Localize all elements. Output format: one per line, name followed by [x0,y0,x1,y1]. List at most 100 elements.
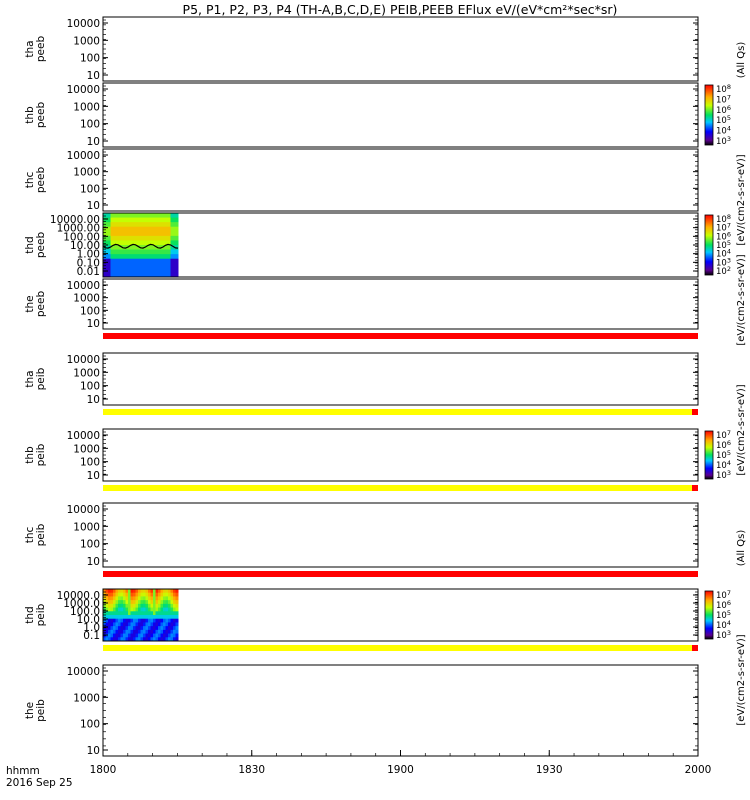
heatmap-cell [115,235,119,241]
heatmap-cell [170,226,174,232]
heatmap-cell [155,626,159,631]
y-tick-label: 10000 [67,430,100,442]
heatmap-cell [153,263,156,269]
heatmap-cell [118,615,121,620]
heatmap-cell [168,607,171,612]
heatmap-cell [168,637,171,642]
heatmap-cell [140,611,144,616]
heatmap-cell [170,254,174,260]
heatmap-cell [145,254,149,260]
heatmap-cell [158,254,161,260]
heatmap-cell [143,217,146,223]
svg-text:(All Qs): (All Qs) [736,42,747,79]
heatmap-cell [175,607,179,612]
heatmap-cell [110,258,114,264]
heatmap-cell [110,213,114,219]
heatmap-cell [160,267,164,273]
heatmap-cell [143,633,146,638]
heatmap-cell [135,626,139,631]
heatmap-cell [113,611,116,616]
heatmap-cell [160,258,164,264]
heatmap-cell [103,231,106,237]
heatmap-cell [138,254,141,260]
heatmap-cell [138,626,141,631]
y-tick-label: 0.10 [77,257,100,269]
heatmap-cell [103,611,106,616]
heatmap-cell [173,618,176,623]
heatmap-cell [105,607,109,612]
heatmap-cell [150,618,154,623]
heatmap-cell [113,626,116,631]
svg-text:(All Qs): (All Qs) [736,530,747,567]
heatmap-cell [120,607,124,612]
panel-the_peib: 10000 1000 100 10 the peib [24,664,699,757]
heatmap-cell [120,222,124,228]
y-tick-label: 10.0 [77,614,100,626]
heatmap-cell [150,272,154,278]
heatmap-cell [160,622,164,627]
heatmap-cell [160,231,164,237]
y-tick-label: 100 [80,719,100,731]
heatmap-cell [128,611,131,616]
heatmap-cell [108,603,111,609]
heatmap-cell [128,222,131,228]
heatmap-cell [105,618,109,623]
heatmap-cell [105,231,109,237]
heatmap-cell [145,263,149,269]
heatmap-cell [173,240,176,246]
heatmap-cell [170,267,174,273]
heatmap-cell [130,637,134,642]
heatmap-cell [170,231,174,237]
heatmap-cell [105,596,109,601]
heatmap-cell [130,254,134,260]
heatmap-cell [130,603,134,609]
y-axis-label: thb peeb [24,102,47,129]
heatmap-cell [138,258,141,264]
heatmap-cell [153,622,156,627]
heatmap-cell [135,615,139,620]
heatmap-cell [113,618,116,623]
heatmap-cell [135,607,139,612]
heatmap-cell [148,592,151,597]
heatmap-cell [133,258,136,264]
heatmap-cell [128,226,131,232]
heatmap-thd_peeb [102,213,179,278]
heatmap-cell [175,249,179,255]
heatmap-cell [110,254,114,260]
heatmap-cell [143,254,146,260]
heatmap-cell [158,626,161,631]
heatmap-cell [138,633,141,638]
heatmap-cell [123,226,126,232]
heatmap-cell [133,589,136,594]
heatmap-cell [173,622,176,627]
heatmap-cell [125,267,129,273]
heatmap-cell [153,235,156,241]
heatmap-cell [168,222,171,228]
heatmap-cell [175,615,179,620]
heatmap-cell [170,245,174,251]
heatmap-cell [165,235,169,241]
y-tick-label: 1000 [73,35,100,47]
heatmap-cell [143,240,146,246]
heatmap-cell [170,618,174,623]
y-tick-label: 10 [87,556,100,568]
probe-label: tha [24,40,36,57]
instrument-label: peib [35,443,47,466]
heatmap-cell [115,222,119,228]
heatmap-cell [165,600,169,605]
heatmap-cell [155,637,159,642]
heatmap-cell [158,596,161,601]
heatmap-cell [108,272,111,278]
heatmap-cell [128,592,131,597]
heatmap-cell [110,596,114,601]
heatmap-cell [108,226,111,232]
heatmap-cell [143,637,146,642]
heatmap-cell [130,249,134,255]
panel-frame [102,212,699,278]
heatmap-cell [148,618,151,623]
heatmap-cell [165,249,169,255]
heatmap-cell [155,240,159,246]
heatmap-cell [148,226,151,232]
heatmap-cell [155,611,159,616]
heatmap-cell [165,222,169,228]
